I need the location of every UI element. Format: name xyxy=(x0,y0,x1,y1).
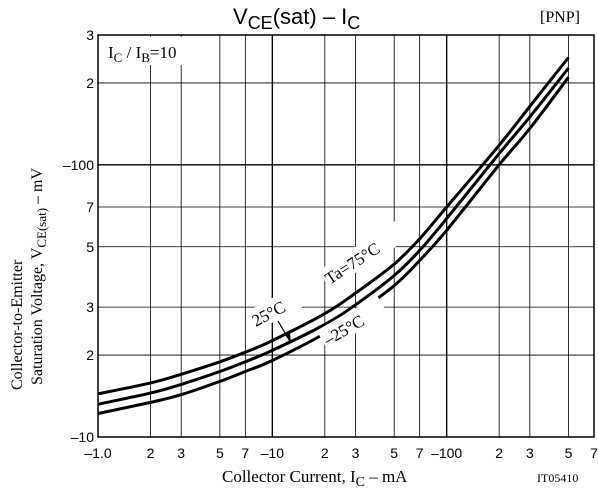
y-tick-label: 3 xyxy=(86,27,94,43)
y-tick-labels: –10 2 3 5 7 –100 2 3 xyxy=(63,27,94,445)
x-tick-label: –1.0 xyxy=(84,445,111,461)
y-axis-label-line2: Saturation Voltage, VCE(sat) – mV xyxy=(29,168,49,385)
series-line-0 xyxy=(97,56,570,396)
y-tick-label: –100 xyxy=(63,157,94,173)
x-tick-label: –100 xyxy=(431,445,462,461)
grid xyxy=(98,35,594,437)
pnp-badge: [PNP] xyxy=(540,9,580,26)
x-tick-label: 5 xyxy=(216,445,224,461)
x-axis-label: Collector Current, IC – mA xyxy=(222,467,408,490)
x-tick-label: 7 xyxy=(416,445,424,461)
x-tick-label: 5 xyxy=(565,445,573,461)
x-tick-label: 2 xyxy=(495,445,503,461)
x-tick-label: 2 xyxy=(321,445,329,461)
x-tick-label: 3 xyxy=(526,445,534,461)
curve-label-75-pointer xyxy=(277,320,292,344)
y-tick-label: 7 xyxy=(86,199,94,215)
figure-id: IT05410 xyxy=(537,471,578,485)
chart-title: VCE(sat) – IC xyxy=(233,4,360,33)
y-axis-label-line1: Collector-to-Emitter xyxy=(9,259,26,390)
y-tick-label: 3 xyxy=(86,299,94,315)
x-tick-label: 2 xyxy=(147,445,155,461)
x-tick-label: 3 xyxy=(177,445,185,461)
x-tick-label: 3 xyxy=(352,445,360,461)
series xyxy=(97,56,570,415)
y-tick-label: 2 xyxy=(86,75,94,91)
y-tick-label: 5 xyxy=(86,239,94,255)
condition-label: IC / IB=10 xyxy=(108,43,177,65)
x-tick-labels: –1.0 2 3 5 7 –10 2 3 5 7 –100 2 3 5 7 xyxy=(84,445,598,461)
x-tick-label: 5 xyxy=(390,445,398,461)
series-line-1 xyxy=(97,67,570,406)
x-tick-label: 7 xyxy=(241,445,249,461)
x-tick-label: –10 xyxy=(261,445,285,461)
plot-frame xyxy=(97,34,595,438)
condition-label-bg xyxy=(100,37,212,65)
series-line-2 xyxy=(97,76,570,415)
curve-label-25: 25°C xyxy=(245,283,309,332)
y-tick-label: 2 xyxy=(86,347,94,363)
y-tick-label: –10 xyxy=(71,429,95,445)
x-tick-label: 7 xyxy=(590,445,598,461)
